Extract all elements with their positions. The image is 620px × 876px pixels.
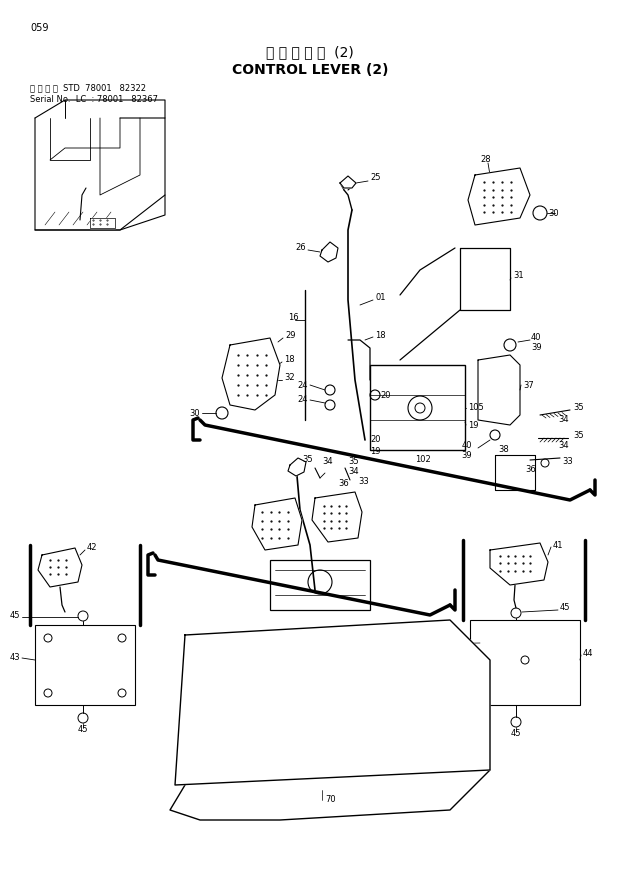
Text: CONTROL LEVER (2): CONTROL LEVER (2) [232, 63, 388, 77]
Text: 24: 24 [298, 395, 308, 405]
Text: 18: 18 [375, 330, 386, 340]
Text: 01: 01 [375, 293, 386, 302]
Text: 操 作 レ バ ー  (2): 操 作 レ バ ー (2) [266, 45, 354, 59]
Text: 39: 39 [461, 450, 472, 460]
Text: 45: 45 [9, 611, 20, 619]
Text: 20: 20 [370, 435, 381, 444]
Text: 105: 105 [468, 404, 484, 413]
Text: 43: 43 [9, 653, 20, 662]
Text: 44: 44 [583, 648, 593, 658]
Polygon shape [90, 218, 115, 228]
Text: 33: 33 [562, 457, 573, 467]
Text: 28: 28 [480, 156, 490, 165]
Text: 19: 19 [370, 448, 381, 456]
Text: 37: 37 [523, 380, 534, 390]
Polygon shape [288, 458, 306, 476]
Text: 45: 45 [511, 730, 521, 738]
Bar [300, 680, 380, 740]
Text: 24: 24 [298, 380, 308, 390]
Text: 34: 34 [558, 415, 569, 425]
Text: 34: 34 [348, 468, 358, 477]
Polygon shape [312, 492, 362, 542]
Text: 36: 36 [525, 465, 536, 475]
Text: 16: 16 [288, 314, 299, 322]
Text: 18: 18 [284, 356, 294, 364]
Text: 20: 20 [380, 391, 391, 399]
Text: 35: 35 [303, 456, 313, 464]
Polygon shape [38, 548, 82, 587]
Text: 45: 45 [560, 604, 570, 612]
Bar [270, 560, 370, 610]
Text: 36: 36 [338, 478, 348, 488]
Text: 30: 30 [189, 408, 200, 418]
Text: 70: 70 [325, 795, 335, 804]
Text: 29: 29 [285, 330, 296, 340]
Text: Serial No.  LC  : 78001   82367: Serial No. LC : 78001 82367 [30, 95, 158, 104]
Text: 適 用 号 機  STD  78001   82322: 適 用 号 機 STD 78001 82322 [30, 83, 146, 93]
Bar [35, 625, 135, 705]
Text: 32: 32 [284, 373, 294, 383]
Text: 33: 33 [358, 477, 369, 485]
Text: 31: 31 [513, 271, 524, 279]
Polygon shape [320, 242, 338, 262]
Polygon shape [468, 168, 530, 225]
Text: 34: 34 [558, 441, 569, 449]
Text: 19: 19 [468, 420, 479, 429]
Text: 30: 30 [548, 208, 559, 217]
Text: 102: 102 [415, 456, 431, 464]
Text: 42: 42 [87, 543, 97, 553]
Text: 25: 25 [370, 173, 381, 182]
Bar [370, 365, 465, 450]
Text: 35: 35 [348, 456, 358, 465]
Text: 40: 40 [461, 441, 472, 449]
Text: 38: 38 [498, 446, 509, 455]
Text: 26: 26 [295, 244, 306, 252]
Polygon shape [252, 498, 302, 550]
Bar [470, 620, 580, 705]
Polygon shape [490, 543, 548, 585]
Text: 45: 45 [78, 725, 88, 734]
Polygon shape [222, 338, 280, 410]
Polygon shape [340, 176, 356, 188]
Text: 41: 41 [553, 540, 564, 549]
Polygon shape [175, 620, 490, 785]
Text: 40: 40 [531, 333, 541, 342]
Text: 059: 059 [30, 23, 48, 33]
Text: 39: 39 [531, 343, 542, 352]
Text: 34: 34 [322, 457, 332, 467]
Text: 35: 35 [573, 430, 583, 440]
Text: 35: 35 [573, 404, 583, 413]
